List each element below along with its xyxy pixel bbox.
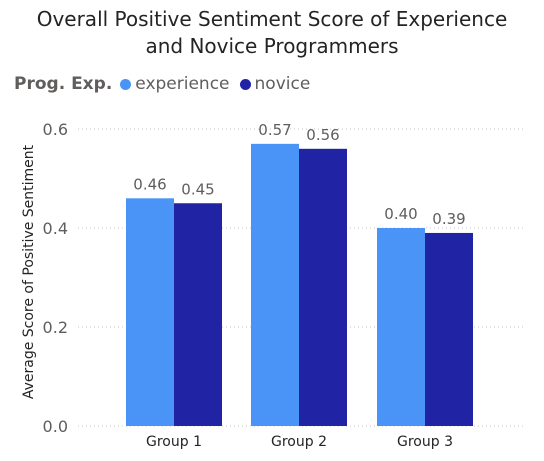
bar-novice-1 xyxy=(174,203,222,426)
data-label-experience-1: 0.46 xyxy=(133,175,166,193)
x-axis-ticks: Group 1 Group 2 Group 3 xyxy=(146,434,453,450)
chart-title-line-1: Overall Positive Sentiment Score of Expe… xyxy=(36,7,508,31)
data-labels: 0.46 0.45 0.57 0.56 0.40 0.39 xyxy=(133,121,465,228)
y-axis-ticks: 0.0 0.2 0.4 0.6 xyxy=(43,120,68,436)
legend-label-experience: experience xyxy=(135,74,230,94)
x-tick-label: Group 2 xyxy=(271,434,327,450)
bar-experience-1 xyxy=(126,198,174,426)
data-label-novice-3: 0.39 xyxy=(432,210,465,228)
x-tick-label: Group 3 xyxy=(397,434,453,450)
legend-title: Prog. Exp. xyxy=(14,74,113,94)
y-axis-title: Average Score of Positive Sentiment xyxy=(21,144,37,399)
data-label-novice-1: 0.45 xyxy=(181,180,214,198)
bar-experience-3 xyxy=(377,228,425,426)
y-tick-label: 0.2 xyxy=(43,318,68,337)
y-tick-label: 0.4 xyxy=(43,219,68,238)
chart-title: Overall Positive Sentiment Score of Expe… xyxy=(0,6,544,60)
data-label-experience-2: 0.57 xyxy=(258,121,291,139)
legend-swatch-experience xyxy=(120,78,132,90)
bar-novice-3 xyxy=(425,232,473,426)
bars xyxy=(126,143,473,427)
legend: Prog. Exp. experience novice xyxy=(14,72,320,96)
legend-label-novice: novice xyxy=(254,74,311,94)
x-tick-label: Group 1 xyxy=(146,434,202,450)
bar-experience-2 xyxy=(251,143,299,426)
y-tick-label: 0.0 xyxy=(43,417,68,436)
legend-item-novice[interactable]: novice xyxy=(239,74,311,94)
legend-item-experience[interactable]: experience xyxy=(120,74,230,94)
legend-swatch-novice xyxy=(239,78,251,90)
data-label-novice-2: 0.56 xyxy=(306,126,339,144)
bar-novice-2 xyxy=(299,148,347,427)
data-label-experience-3: 0.40 xyxy=(384,205,417,223)
y-tick-label: 0.6 xyxy=(43,120,68,139)
chart-title-line-2: and Novice Programmers xyxy=(145,34,399,58)
